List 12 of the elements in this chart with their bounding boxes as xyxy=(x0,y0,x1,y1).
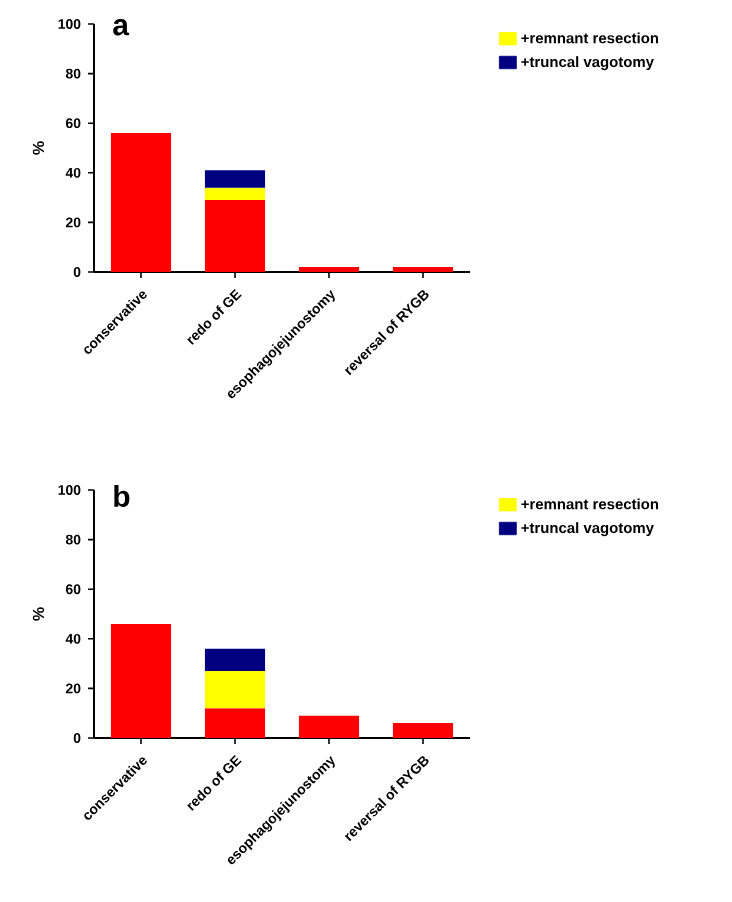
bar xyxy=(204,708,266,738)
bar xyxy=(110,133,172,272)
bar xyxy=(392,723,454,738)
bar xyxy=(204,648,266,672)
bar xyxy=(298,715,360,738)
chart-title: b xyxy=(114,485,130,508)
bar xyxy=(204,671,266,709)
bar xyxy=(110,623,172,738)
chart-title: a xyxy=(113,19,130,36)
bar xyxy=(204,170,266,188)
bar xyxy=(204,187,266,201)
bar xyxy=(204,200,266,272)
